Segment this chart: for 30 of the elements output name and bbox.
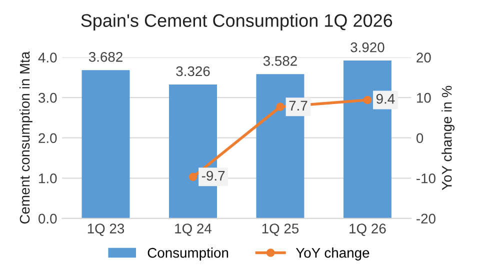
y-tick-label: 4.0 — [38, 52, 57, 62]
data-label: 7.7 — [289, 100, 308, 110]
y-tick-label: 2.0 — [38, 133, 57, 144]
data-label: 3.920 — [350, 42, 384, 52]
data-label: 3.582 — [263, 56, 297, 66]
y2-tick-label: 10 — [417, 92, 431, 103]
y-tick-label: 1.0 — [39, 173, 57, 184]
y2-tick-label: 20 — [416, 52, 431, 62]
x-tick-label: 1Q 26 — [350, 224, 386, 236]
legend-label: Consumption — [148, 248, 228, 260]
point — [188, 172, 198, 182]
chart-title: Spain's Cement Consumption 1Q 2026 — [81, 14, 392, 31]
y-axis-title: Cement consumption in Mta — [19, 51, 32, 224]
y2-tick-label: 0 — [416, 133, 424, 144]
data-label: 3.326 — [176, 66, 210, 76]
x-tick-label: 1Q 23 — [88, 224, 124, 236]
y-tick-label: 3.0 — [38, 92, 57, 103]
data-label: 3.682 — [88, 52, 122, 62]
y-tick-label: 0.0 — [38, 214, 57, 224]
y2-tick-label: -20 — [416, 214, 436, 224]
data-label: -9.7 — [202, 170, 225, 181]
legend-label: YoY change — [296, 248, 370, 260]
point — [276, 102, 284, 112]
point — [363, 96, 372, 104]
x-tick-label: 1Q 25 — [262, 224, 299, 236]
data-label: 9.4 — [376, 94, 395, 104]
y2-axis-title: YoY change in % — [442, 86, 455, 190]
bar — [82, 70, 130, 218]
x-tick-label: 1Q 24 — [175, 224, 212, 236]
y2-tick-label: -10 — [416, 173, 436, 184]
